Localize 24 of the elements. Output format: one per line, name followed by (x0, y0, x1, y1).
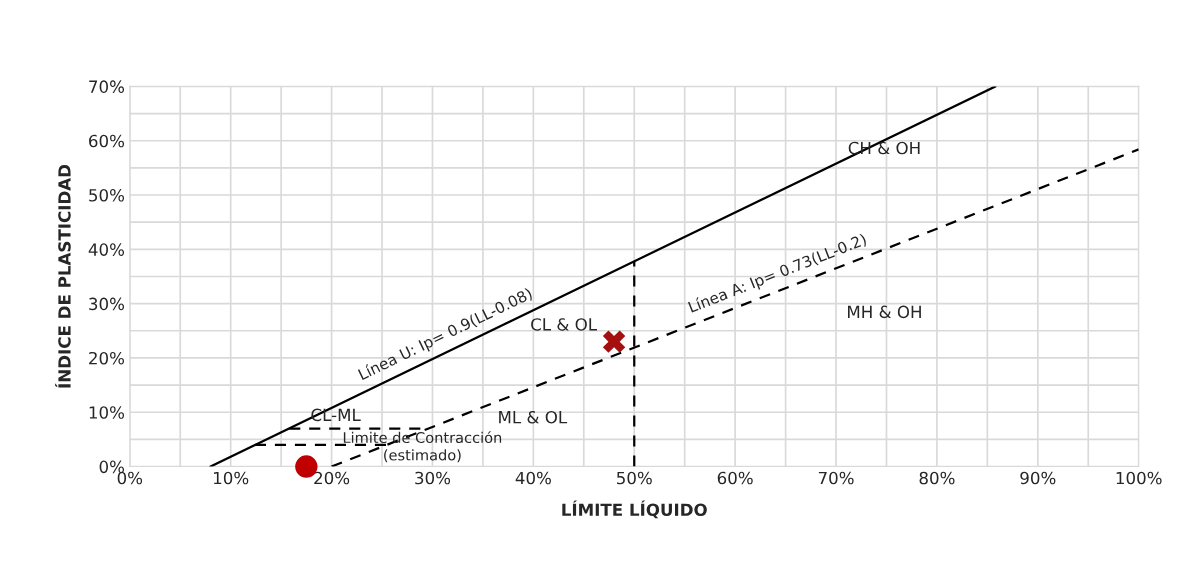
annotation: CL & OL (531, 318, 597, 331)
x-tick-label: 60% (717, 471, 753, 485)
x-tick-label: 80% (919, 471, 955, 485)
x-tick-label: 50% (617, 471, 652, 485)
x-axis-title: LÍMITE LÍQUIDO (562, 500, 707, 519)
x-tick-label: 40% (515, 471, 551, 485)
annotation: MH & OH (848, 305, 921, 319)
y-tick-label: 20% (89, 351, 125, 365)
x-tick-label: 90% (1020, 471, 1056, 485)
y-tick-label: 40% (88, 243, 125, 256)
x-tick-label: 70% (818, 471, 854, 485)
y-tick-label: 50% (89, 188, 125, 202)
annotation: Limite de Contracción (estimado) (343, 431, 502, 463)
annotation: CH & OH (848, 141, 920, 155)
y-tick-label: 30% (89, 297, 125, 311)
x-tick-label: 30% (415, 471, 451, 485)
y-tick-label: 10% (89, 406, 125, 419)
y-tick-label: 60% (89, 134, 125, 148)
y-axis-title: ÍNDICE DE PLASTICIDAD (55, 164, 71, 388)
annotation: ML & OL (499, 410, 568, 424)
x-tick-label: 100% (1116, 471, 1162, 485)
x-tick-label: 10% (214, 471, 249, 485)
x-tick-label: 20% (314, 471, 350, 485)
y-tick-label: 70% (89, 80, 125, 93)
